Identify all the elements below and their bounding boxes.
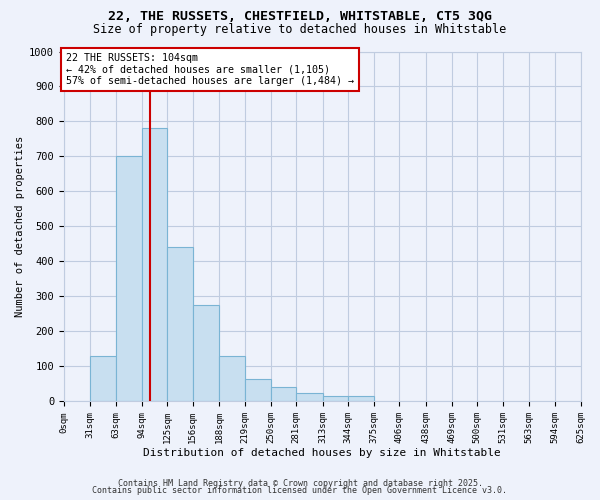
Bar	[89, 356, 116, 402]
Bar	[167, 248, 193, 402]
Text: 22, THE RUSSETS, CHESTFIELD, WHITSTABLE, CT5 3QG: 22, THE RUSSETS, CHESTFIELD, WHITSTABLE,…	[108, 10, 492, 23]
Bar	[116, 156, 142, 402]
Bar	[245, 378, 271, 402]
Bar	[271, 388, 296, 402]
Text: 22 THE RUSSETS: 104sqm
← 42% of detached houses are smaller (1,105)
57% of semi-: 22 THE RUSSETS: 104sqm ← 42% of detached…	[67, 53, 355, 86]
Bar	[323, 396, 348, 402]
Bar	[296, 392, 323, 402]
Bar	[193, 305, 219, 402]
Bar	[219, 356, 245, 402]
X-axis label: Distribution of detached houses by size in Whitstable: Distribution of detached houses by size …	[143, 448, 501, 458]
Text: Size of property relative to detached houses in Whitstable: Size of property relative to detached ho…	[94, 22, 506, 36]
Bar	[142, 128, 167, 402]
Y-axis label: Number of detached properties: Number of detached properties	[15, 136, 25, 317]
Text: Contains HM Land Registry data © Crown copyright and database right 2025.: Contains HM Land Registry data © Crown c…	[118, 478, 482, 488]
Text: Contains public sector information licensed under the Open Government Licence v3: Contains public sector information licen…	[92, 486, 508, 495]
Bar	[348, 396, 374, 402]
